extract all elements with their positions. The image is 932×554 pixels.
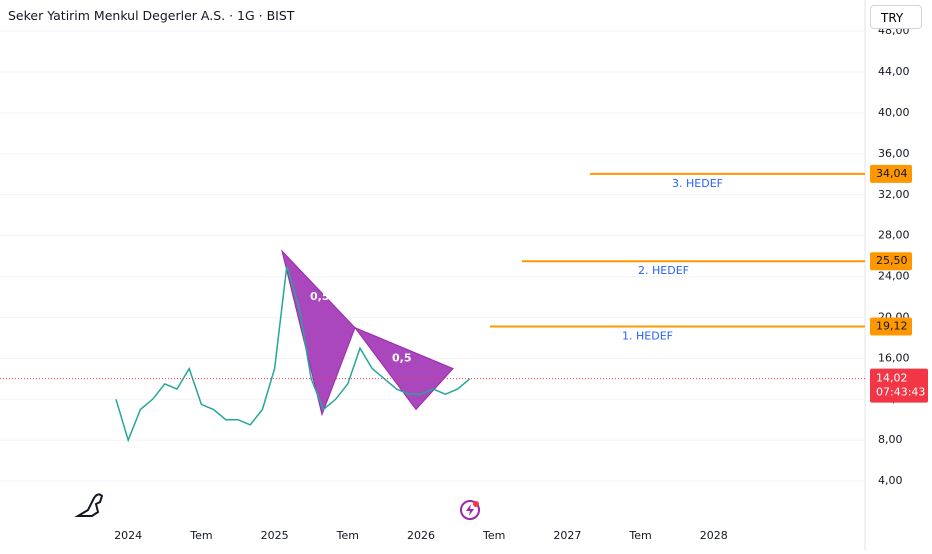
x-tick-label: Tem bbox=[628, 529, 651, 542]
last-price-box bbox=[870, 368, 928, 403]
x-tick-label: 2025 bbox=[261, 529, 289, 542]
x-tick-label: Tem bbox=[482, 529, 505, 542]
y-tick-label: 44,00 bbox=[878, 65, 910, 78]
y-tick-label: 8,00 bbox=[878, 433, 903, 446]
target-price-box bbox=[870, 317, 912, 336]
y-tick-label: 4,00 bbox=[878, 474, 903, 487]
target-price-box bbox=[870, 252, 912, 271]
chart-title: Seker Yatirim Menkul Degerler A.S. · 1G … bbox=[8, 8, 295, 23]
y-tick-label: 40,00 bbox=[878, 106, 910, 119]
target-price-label: 25,50 bbox=[876, 254, 908, 267]
currency-button[interactable]: TRY bbox=[870, 5, 922, 29]
x-tick-label: 2027 bbox=[553, 529, 581, 542]
last-price-label: 14,02 bbox=[876, 372, 908, 385]
y-tick-label: 28,00 bbox=[878, 229, 910, 242]
countdown: 07:43:43 bbox=[876, 386, 925, 399]
x-tick-label: 2028 bbox=[700, 529, 728, 542]
x-tick-label: Tem bbox=[336, 529, 359, 542]
y-tick-label: 32,00 bbox=[878, 188, 910, 201]
target-label: 2. HEDEF bbox=[638, 264, 689, 277]
target-label: 3. HEDEF bbox=[672, 177, 723, 190]
target-price-box bbox=[870, 164, 912, 183]
x-tick-label: Tem bbox=[189, 529, 212, 542]
target-price-label: 34,04 bbox=[876, 167, 908, 180]
logo bbox=[74, 493, 104, 517]
pattern-label: 0,5 bbox=[392, 351, 412, 364]
harmonic-pattern bbox=[281, 249, 356, 417]
y-tick-label: 16,00 bbox=[878, 351, 910, 364]
x-tick-label: 2026 bbox=[407, 529, 435, 542]
target-price-label: 19,12 bbox=[876, 319, 908, 332]
target-label: 1. HEDEF bbox=[622, 329, 673, 342]
x-tick-label: 2024 bbox=[114, 529, 142, 542]
pattern-label: 0,5 bbox=[310, 290, 330, 303]
harmonic-pattern bbox=[353, 326, 454, 411]
lightning-icon[interactable] bbox=[460, 500, 480, 520]
price-line bbox=[115, 266, 471, 443]
y-tick-label: 36,00 bbox=[878, 147, 910, 160]
y-tick-label: 24,00 bbox=[878, 270, 910, 283]
